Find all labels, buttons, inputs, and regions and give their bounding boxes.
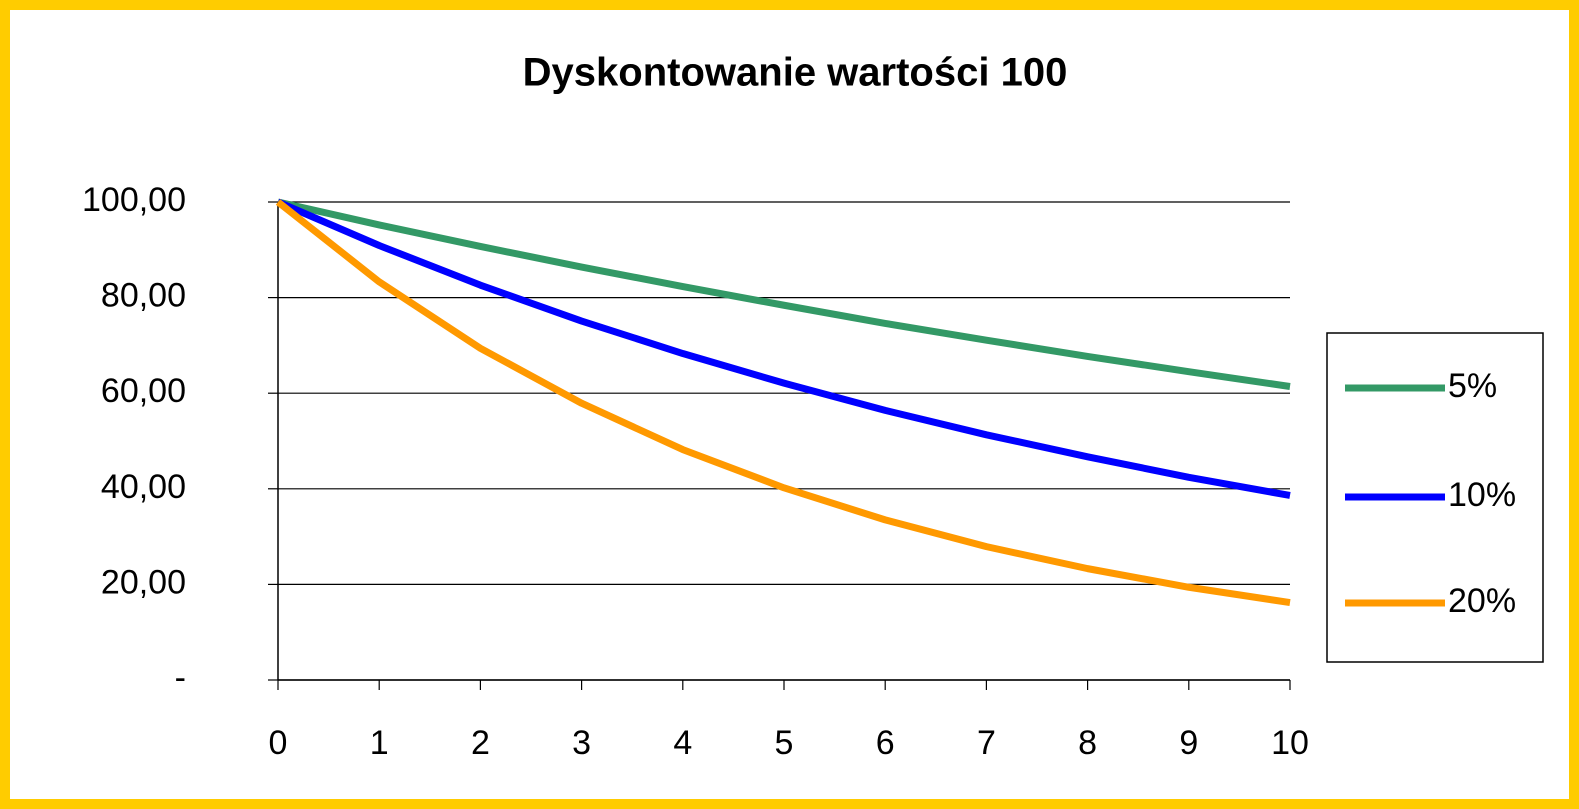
x-tick-label: 9 — [1179, 724, 1198, 762]
y-tick-label: - — [175, 659, 186, 697]
x-tick-label: 4 — [673, 724, 692, 762]
x-tick-label: 3 — [572, 724, 591, 762]
y-tick-label: 60,00 — [101, 372, 186, 410]
x-tick-label: 10 — [1271, 724, 1309, 762]
chart-title: Dyskontowanie wartości 100 — [523, 51, 1068, 95]
legend-label: 10% — [1448, 476, 1516, 514]
x-tick-label: 1 — [370, 724, 389, 762]
x-tick-label: 5 — [775, 724, 794, 762]
line-series — [275, 199, 1291, 607]
y-tick-label: 100,00 — [82, 181, 186, 219]
legend-label: 20% — [1448, 582, 1516, 620]
legend-label: 5% — [1448, 367, 1497, 405]
line-series — [276, 198, 1291, 499]
x-tick-label: 2 — [471, 724, 490, 762]
x-tick-label: 8 — [1078, 724, 1097, 762]
x-tick-label: 7 — [977, 724, 996, 762]
y-tick-label: 80,00 — [101, 277, 186, 315]
line-series — [277, 198, 1291, 390]
y-tick-label: 40,00 — [101, 468, 186, 506]
x-tick-label: 0 — [269, 724, 288, 762]
x-tick-label: 6 — [876, 724, 895, 762]
y-tick-label: 20,00 — [101, 563, 186, 601]
